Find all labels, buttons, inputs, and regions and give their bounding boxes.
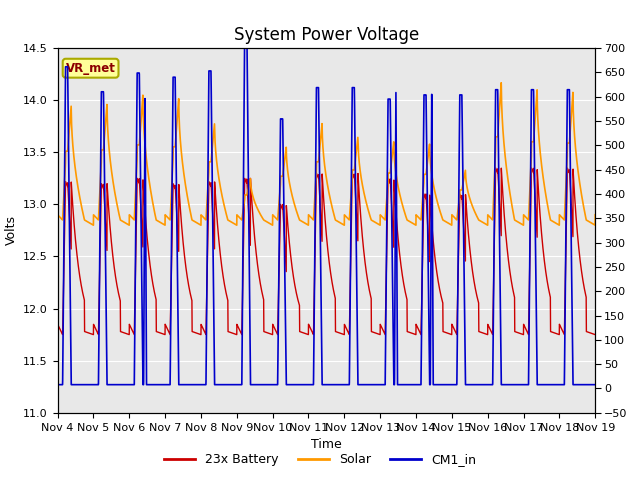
Text: VR_met: VR_met [66,62,116,75]
Y-axis label: Volts: Volts [4,216,17,245]
X-axis label: Time: Time [311,438,342,451]
Legend: 23x Battery, Solar, CM1_in: 23x Battery, Solar, CM1_in [159,448,481,471]
Title: System Power Voltage: System Power Voltage [234,25,419,44]
